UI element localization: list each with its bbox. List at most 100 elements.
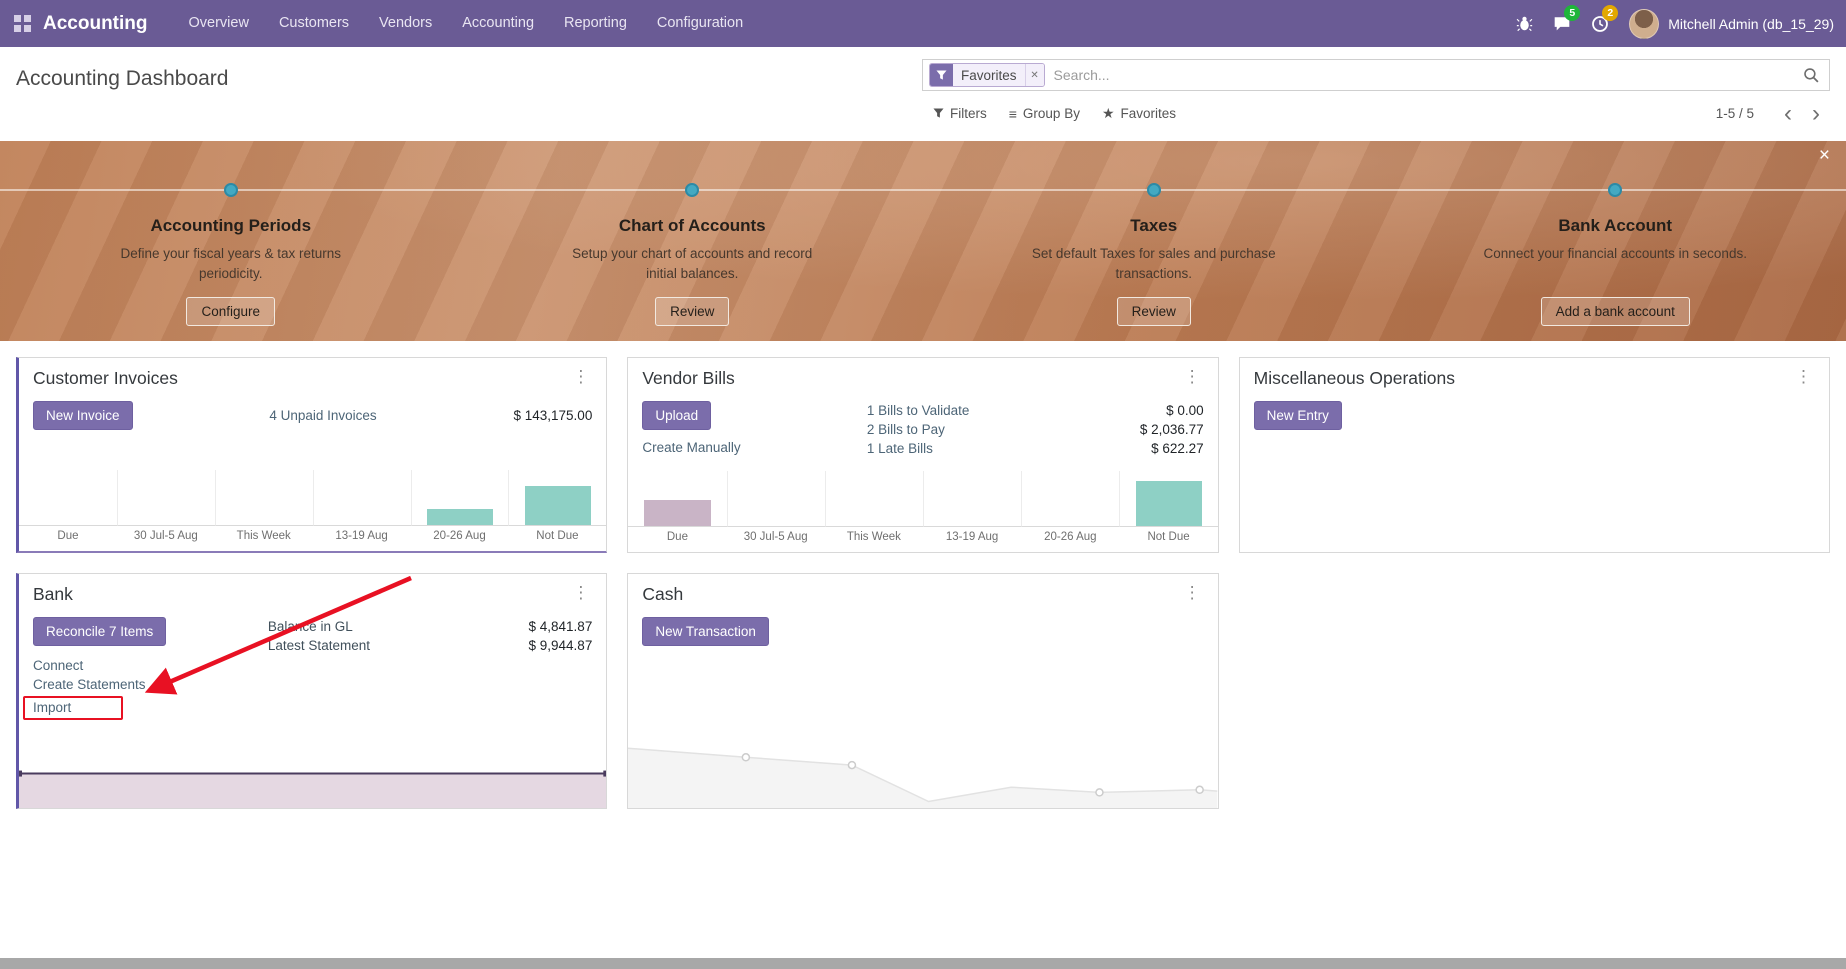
chart-slot: Not Due bbox=[508, 470, 607, 551]
apps-menu-icon[interactable] bbox=[14, 15, 31, 32]
user-avatar[interactable] bbox=[1629, 8, 1660, 39]
bar-area bbox=[1021, 471, 1120, 527]
bank-connect-link[interactable]: Connect bbox=[33, 658, 84, 673]
menu-item-accounting[interactable]: Accounting bbox=[462, 15, 535, 31]
chart-slot: 13-19 Aug bbox=[922, 471, 1022, 552]
bills-to-pay-link[interactable]: 2 Bills to Pay bbox=[866, 422, 945, 437]
chart-bar bbox=[644, 500, 711, 526]
bills-to-validate-row: 1 Bills to Validate $ 0.00 bbox=[867, 401, 1204, 420]
chart-category-label: This Week bbox=[846, 531, 901, 543]
bar-area bbox=[508, 470, 607, 526]
group-by-button[interactable]: ≡ Group By bbox=[998, 101, 1091, 127]
vendor-bills-chart: Due 30 Jul-5 Aug This Week 13-19 Aug 20-26 A… bbox=[628, 471, 1218, 552]
chart-category-label: Due bbox=[666, 531, 688, 543]
step-bank-account: Bank Account Connect your financial acco… bbox=[1385, 183, 1846, 326]
step-description: Set default Taxes for sales and purchase… bbox=[1031, 246, 1276, 281]
reconcile-items-button[interactable]: Reconcile 7 Items bbox=[33, 617, 167, 646]
control-panel: Accounting Dashboard Favorites ✕ Filte bbox=[0, 47, 1846, 133]
new-transaction-button[interactable]: New Transaction bbox=[642, 617, 769, 646]
bar-area bbox=[214, 470, 313, 526]
filter-funnel-icon bbox=[930, 64, 953, 86]
new-entry-button[interactable]: New Entry bbox=[1253, 401, 1342, 430]
step-title: Accounting Periods bbox=[150, 216, 312, 235]
menu-item-configuration[interactable]: Configuration bbox=[656, 15, 744, 31]
review-taxes-button[interactable]: Review bbox=[1116, 297, 1191, 326]
bar-area bbox=[628, 471, 727, 527]
kebab-menu-icon[interactable]: ⋮ bbox=[1183, 583, 1201, 602]
late-bills-link[interactable]: 1 Late Bills bbox=[866, 441, 933, 456]
pager-count: 1-5 / 5 bbox=[1715, 106, 1754, 121]
late-bills-amount: $ 622.27 bbox=[1151, 441, 1204, 456]
dashboard-kanban: Customer Invoices ⋮ New Invoice 4 Unpaid… bbox=[0, 341, 1846, 825]
bar-area bbox=[19, 470, 117, 526]
empty-kanban-slot bbox=[1239, 573, 1830, 809]
chart-category-label: 20-26 Aug bbox=[433, 530, 486, 542]
bills-to-validate-link[interactable]: 1 Bills to Validate bbox=[866, 403, 970, 418]
pager-next-icon[interactable]: › bbox=[1812, 99, 1820, 127]
card-vendor-bills: Vendor Bills ⋮ Upload Create Manually 1 … bbox=[627, 357, 1219, 553]
chart-slot: This Week bbox=[824, 471, 923, 552]
menu-item-overview[interactable]: Overview bbox=[188, 15, 249, 31]
chart-category-label: 30 Jul-5 Aug bbox=[743, 531, 808, 543]
banner-close-icon[interactable]: × bbox=[1813, 145, 1836, 166]
search-input[interactable] bbox=[1044, 67, 1803, 83]
card-miscellaneous-operations: Miscellaneous Operations ⋮ New Entry bbox=[1238, 357, 1830, 553]
step-chart-of-accounts: Chart of Accounts Setup your chart of ac… bbox=[462, 183, 924, 326]
debug-bug-icon[interactable] bbox=[1505, 0, 1543, 47]
step-title: Chart of Accounts bbox=[618, 216, 766, 235]
chart-category-label: 30 Jul-5 Aug bbox=[133, 530, 198, 542]
filters-button[interactable]: Filters bbox=[922, 101, 998, 126]
search-icon[interactable] bbox=[1803, 67, 1820, 84]
bar-area bbox=[824, 471, 923, 527]
kebab-menu-icon[interactable]: ⋮ bbox=[1183, 367, 1201, 386]
add-bank-account-button[interactable]: Add a bank account bbox=[1540, 297, 1690, 326]
chart-category-label: This Week bbox=[236, 530, 291, 542]
favorites-button[interactable]: ★ Favorites bbox=[1091, 100, 1187, 127]
navbar-right: 5 2 Mitchell Admin (db_15_29) bbox=[1505, 0, 1846, 47]
bank-create-statements-link[interactable]: Create Statements bbox=[33, 677, 146, 692]
activities-clock-icon[interactable]: 2 bbox=[1581, 0, 1619, 47]
chart-slot: Due bbox=[19, 470, 117, 551]
search-facet: Favorites ✕ bbox=[929, 63, 1045, 87]
menu-item-vendors[interactable]: Vendors bbox=[379, 15, 433, 31]
unpaid-invoices-link[interactable]: 4 Unpaid Invoices bbox=[269, 407, 377, 423]
review-chart-button[interactable]: Review bbox=[655, 297, 730, 326]
bills-to-pay-amount: $ 2,036.77 bbox=[1139, 422, 1204, 437]
bank-line-chart bbox=[19, 770, 607, 808]
chart-bar bbox=[427, 509, 493, 525]
user-name[interactable]: Mitchell Admin (db_15_29) bbox=[1668, 15, 1834, 32]
step-description: Define your fiscal years & tax returns p… bbox=[120, 246, 342, 281]
app-name[interactable]: Accounting bbox=[43, 12, 148, 34]
kebab-menu-icon[interactable]: ⋮ bbox=[572, 367, 590, 386]
onboarding-banner: × Accounting Periods Define your fiscal … bbox=[0, 141, 1846, 341]
create-manually-link[interactable]: Create Manually bbox=[642, 440, 741, 455]
menu-item-reporting[interactable]: Reporting bbox=[564, 15, 627, 31]
facet-remove-icon[interactable]: ✕ bbox=[1024, 64, 1044, 86]
card-bank: Bank ⋮ Reconcile 7 Items Connect Create … bbox=[16, 573, 608, 809]
step-taxes: Taxes Set default Taxes for sales and pu… bbox=[923, 183, 1385, 326]
bar-area bbox=[726, 471, 825, 527]
chart-slot: Due bbox=[628, 471, 727, 552]
new-invoice-button[interactable]: New Invoice bbox=[33, 401, 133, 430]
bills-to-pay-row: 2 Bills to Pay $ 2,036.77 bbox=[867, 420, 1204, 439]
kebab-menu-icon[interactable]: ⋮ bbox=[1794, 367, 1812, 386]
card-title: Miscellaneous Operations bbox=[1253, 368, 1456, 388]
step-dot-icon bbox=[1608, 183, 1623, 197]
balance-in-gl-amount: $ 4,841.87 bbox=[528, 619, 593, 634]
control-panel-right: Favorites ✕ Filters ≡ Group By ★ bbox=[922, 59, 1830, 127]
kebab-menu-icon[interactable]: ⋮ bbox=[572, 583, 590, 602]
bar-area bbox=[116, 470, 215, 526]
search-facet-label: Favorites bbox=[953, 64, 1025, 86]
menu-item-customers[interactable]: Customers bbox=[278, 15, 350, 31]
card-title: Customer Invoices bbox=[33, 368, 178, 388]
messages-icon[interactable]: 5 bbox=[1543, 0, 1581, 47]
upload-button[interactable]: Upload bbox=[642, 401, 712, 430]
pager-previous-icon[interactable]: ‹ bbox=[1784, 99, 1792, 127]
configure-button[interactable]: Configure bbox=[186, 297, 276, 326]
cash-line-chart bbox=[628, 747, 1218, 808]
search-bar: Favorites ✕ bbox=[922, 59, 1830, 91]
bank-import-link[interactable]: Import bbox=[23, 696, 123, 720]
navbar-left: Accounting Overview Customers Vendors Ac… bbox=[0, 0, 758, 47]
latest-statement-amount: $ 9,944.87 bbox=[528, 638, 593, 653]
chart-category-label: 20-26 Aug bbox=[1044, 531, 1097, 543]
